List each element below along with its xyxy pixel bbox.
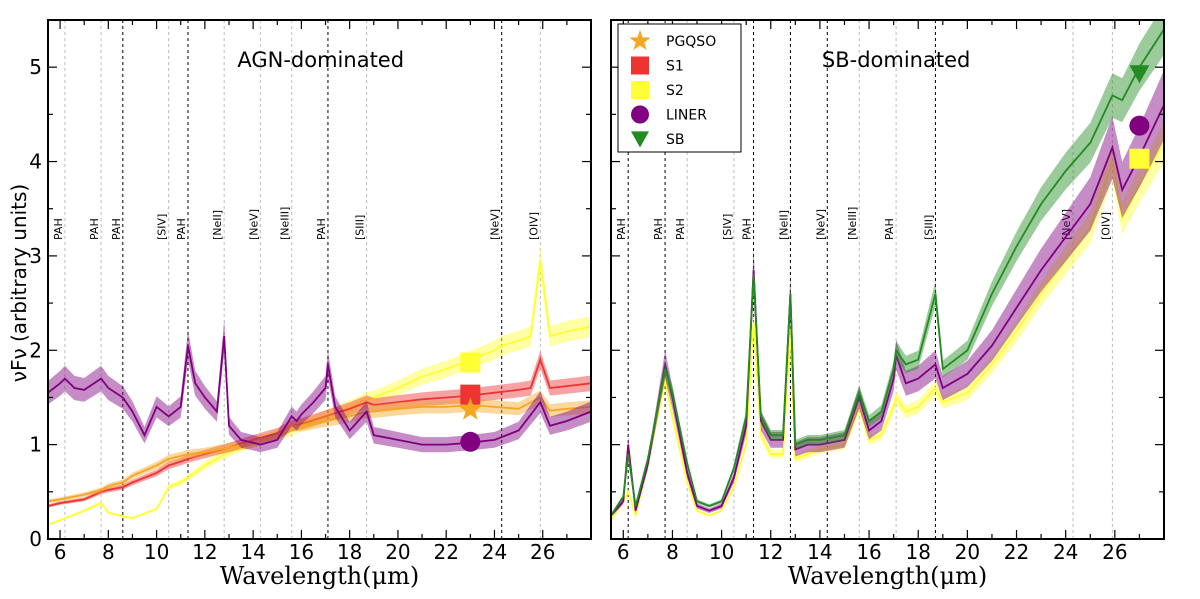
panel-title: AGN-dominated xyxy=(237,48,404,72)
series-band-pgqso xyxy=(48,390,591,504)
feature-line-label: [SIII] xyxy=(922,215,935,240)
feature-line-label: [NeIII] xyxy=(279,207,292,240)
feature-line-label: PAH xyxy=(652,218,665,240)
x-tick-label: 14 xyxy=(807,540,832,564)
feature-line-label: [NeIII] xyxy=(846,207,859,240)
x-tick-label: 20 xyxy=(955,540,980,564)
series-band-s1 xyxy=(48,350,591,508)
x-tick-label: 16 xyxy=(856,540,881,564)
feature-line-label: [OIV] xyxy=(1099,212,1112,240)
series-line-liner xyxy=(48,336,591,446)
feature-line-label: [NeV] xyxy=(814,209,827,240)
feature-line-label: [SIV] xyxy=(156,214,169,240)
y-tick-label: 1 xyxy=(29,433,42,457)
x-tick-label: 18 xyxy=(337,540,362,564)
series-band-s2 xyxy=(611,122,1164,522)
x-axis-label: Wavelength(μm) xyxy=(788,562,988,590)
y-tick-label: 5 xyxy=(29,55,42,79)
panel-agn-dominated: PAH PAH PAH [SIV] PAH [NeII] [NeV] [NeIII] PAH [S… xyxy=(29,19,592,590)
marker-liner xyxy=(460,431,481,452)
feature-line-label: PAH xyxy=(175,218,188,240)
y-tick-label: 2 xyxy=(29,338,42,362)
feature-line-label: PAH xyxy=(674,218,687,240)
legend-label: S2 xyxy=(666,83,684,99)
y-axis-label: νFν (arbitrary units) xyxy=(7,184,31,382)
y-tick-label: 3 xyxy=(29,244,42,268)
x-tick-label: 20 xyxy=(385,540,410,564)
x-tick-label: 6 xyxy=(54,540,67,564)
feature-line-label: [NeV] xyxy=(489,209,502,240)
x-tick-label: 24 xyxy=(482,540,507,564)
legend: PGQSO S1 S2 LINER SB xyxy=(617,23,742,153)
plot-frame xyxy=(47,19,592,540)
plot-frame xyxy=(610,19,1165,540)
legend-marker-s1 xyxy=(631,56,649,75)
legend-label: S1 xyxy=(666,59,684,75)
x-tick-label: 12 xyxy=(758,540,783,564)
marker-liner xyxy=(1129,115,1150,136)
feature-line-label: PAH xyxy=(741,218,754,240)
y-tick-label: 0 xyxy=(29,527,42,551)
marker-sb xyxy=(1129,65,1150,84)
x-axis-label: Wavelength(μm) xyxy=(220,562,420,590)
feature-line-label: PAH xyxy=(883,218,896,240)
x-tick-label: 6 xyxy=(617,540,630,564)
x-tick-label: 12 xyxy=(192,540,217,564)
series-line-s1 xyxy=(48,356,591,507)
x-tick-label: 8 xyxy=(666,540,679,564)
x-tick-label: 10 xyxy=(144,540,169,564)
series-line-sb xyxy=(611,28,1164,516)
feature-line-label: [SIV] xyxy=(721,214,734,240)
legend-label: SB xyxy=(666,132,685,148)
x-tick-label: 8 xyxy=(102,540,115,564)
legend-marker-sb xyxy=(631,131,649,148)
feature-line-label: PAH xyxy=(110,218,123,240)
feature-line-label: [NeII] xyxy=(211,210,224,240)
x-tick-label: 16 xyxy=(289,540,314,564)
legend-label: LINER xyxy=(666,108,707,124)
feature-line-label: PAH xyxy=(615,218,628,240)
marker-s1 xyxy=(460,384,481,405)
x-tick-label: 26 xyxy=(530,540,555,564)
y-tick-label: 4 xyxy=(29,150,42,174)
feature-line-label: [NeV] xyxy=(247,209,260,240)
series-line-pgqso xyxy=(48,396,591,503)
marker-s2 xyxy=(460,352,481,373)
feature-line-label: [OIV] xyxy=(527,212,540,240)
feature-line-label: PAH xyxy=(88,218,101,240)
marker-pgqso xyxy=(458,397,483,420)
legend-marker-liner xyxy=(631,105,649,124)
feature-line-label: PAH xyxy=(315,218,328,240)
x-tick-label: 24 xyxy=(1053,540,1078,564)
marker-s2 xyxy=(1129,148,1150,169)
feature-line-label: PAH xyxy=(52,218,65,240)
series-line-s2 xyxy=(611,142,1164,521)
x-tick-label: 14 xyxy=(240,540,265,564)
panel-sb-dominated: PAH PAH PAH [SIV] PAH [NeII] [NeV] [NeIII] PAH [S… xyxy=(610,19,1165,590)
legend-marker-s2 xyxy=(631,81,649,99)
panel-title: SB-dominated xyxy=(822,48,970,72)
x-tick-label: 10 xyxy=(709,540,734,564)
x-tick-label: 22 xyxy=(433,540,458,564)
x-tick-label: 18 xyxy=(905,540,930,564)
feature-line-label: [SIII] xyxy=(354,215,367,240)
feature-line-label: [NeII] xyxy=(777,210,790,240)
series-line-liner xyxy=(611,104,1164,516)
legend-marker-pgqso xyxy=(629,29,651,51)
x-tick-label: 26 xyxy=(1102,540,1127,564)
x-tick-label: 22 xyxy=(1004,540,1029,564)
series-band-liner xyxy=(48,319,591,453)
legend-label: PGQSO xyxy=(666,34,716,50)
